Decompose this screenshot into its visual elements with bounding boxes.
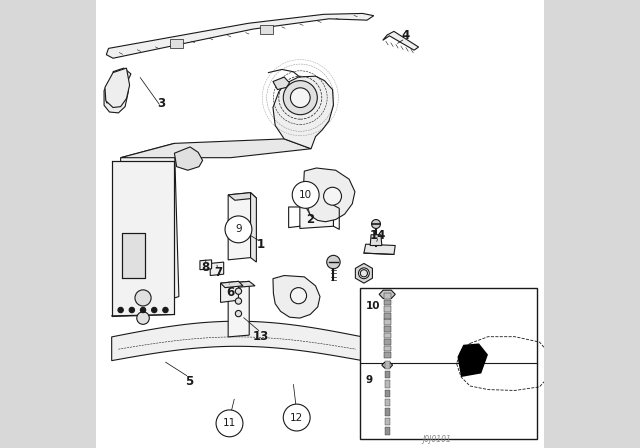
Circle shape [284,404,310,431]
Circle shape [236,310,241,317]
Text: 10: 10 [365,302,380,311]
Circle shape [118,307,124,313]
Polygon shape [458,344,488,377]
Polygon shape [370,235,382,246]
Polygon shape [303,168,355,222]
Polygon shape [273,76,333,149]
Polygon shape [364,244,396,254]
Circle shape [137,312,149,324]
Polygon shape [120,139,311,158]
Circle shape [163,307,168,313]
Polygon shape [174,147,203,170]
Polygon shape [300,195,333,228]
Text: 14: 14 [370,228,387,242]
Text: 11: 11 [223,418,236,428]
Text: 2: 2 [306,213,314,226]
Text: 9: 9 [235,224,242,234]
Circle shape [236,298,241,304]
Bar [385,409,390,416]
Bar [385,362,390,369]
Circle shape [236,288,241,294]
Polygon shape [228,281,249,337]
Bar [383,293,391,299]
Bar [383,352,391,358]
Bar [385,399,390,406]
Polygon shape [355,263,372,283]
Polygon shape [105,68,129,108]
Circle shape [152,307,157,313]
Circle shape [360,270,367,277]
Bar [383,300,391,306]
Bar [360,288,538,439]
Bar [385,427,390,435]
Circle shape [291,288,307,304]
Polygon shape [111,321,362,361]
Text: 13: 13 [253,330,269,344]
Circle shape [324,187,342,205]
Bar [383,332,391,338]
Polygon shape [170,39,183,48]
Bar [383,326,391,332]
Text: 8: 8 [202,261,210,274]
Circle shape [292,181,319,208]
Text: 6: 6 [227,285,234,299]
Bar [383,346,391,351]
Polygon shape [113,68,131,82]
Polygon shape [120,143,179,314]
Polygon shape [228,193,257,200]
Text: 10: 10 [299,190,312,200]
Polygon shape [300,195,339,202]
Circle shape [129,307,134,313]
Circle shape [225,216,252,243]
Polygon shape [228,281,255,288]
Text: 9: 9 [365,375,373,385]
Polygon shape [210,262,223,276]
Bar [385,371,390,378]
Text: J0J0101: J0J0101 [422,435,451,444]
Polygon shape [260,25,273,34]
Bar [383,306,391,312]
Circle shape [284,81,317,115]
Polygon shape [250,193,257,262]
Polygon shape [221,281,243,288]
Polygon shape [111,161,174,316]
Polygon shape [200,260,212,270]
Polygon shape [106,94,115,103]
Bar [383,313,391,319]
Text: 4: 4 [401,29,409,43]
Circle shape [135,290,151,306]
Circle shape [326,255,340,269]
Circle shape [371,220,380,228]
Polygon shape [122,233,145,278]
Bar [383,339,391,345]
Polygon shape [228,193,250,260]
Polygon shape [382,362,392,368]
Polygon shape [106,13,374,58]
Circle shape [216,410,243,437]
Text: 3: 3 [157,97,165,111]
Text: 7: 7 [214,266,222,279]
Circle shape [226,217,251,242]
Circle shape [291,88,310,108]
Circle shape [140,307,146,313]
Polygon shape [273,77,289,90]
Polygon shape [379,290,396,298]
Polygon shape [383,31,419,50]
Text: 5: 5 [185,375,193,388]
Bar [385,390,390,397]
Bar [385,418,390,425]
Text: 12: 12 [290,413,303,422]
Polygon shape [221,281,239,302]
Bar [383,319,391,325]
Polygon shape [104,73,128,113]
Polygon shape [273,276,320,318]
Circle shape [358,268,369,279]
Bar [385,380,390,388]
Text: 1: 1 [257,237,265,251]
